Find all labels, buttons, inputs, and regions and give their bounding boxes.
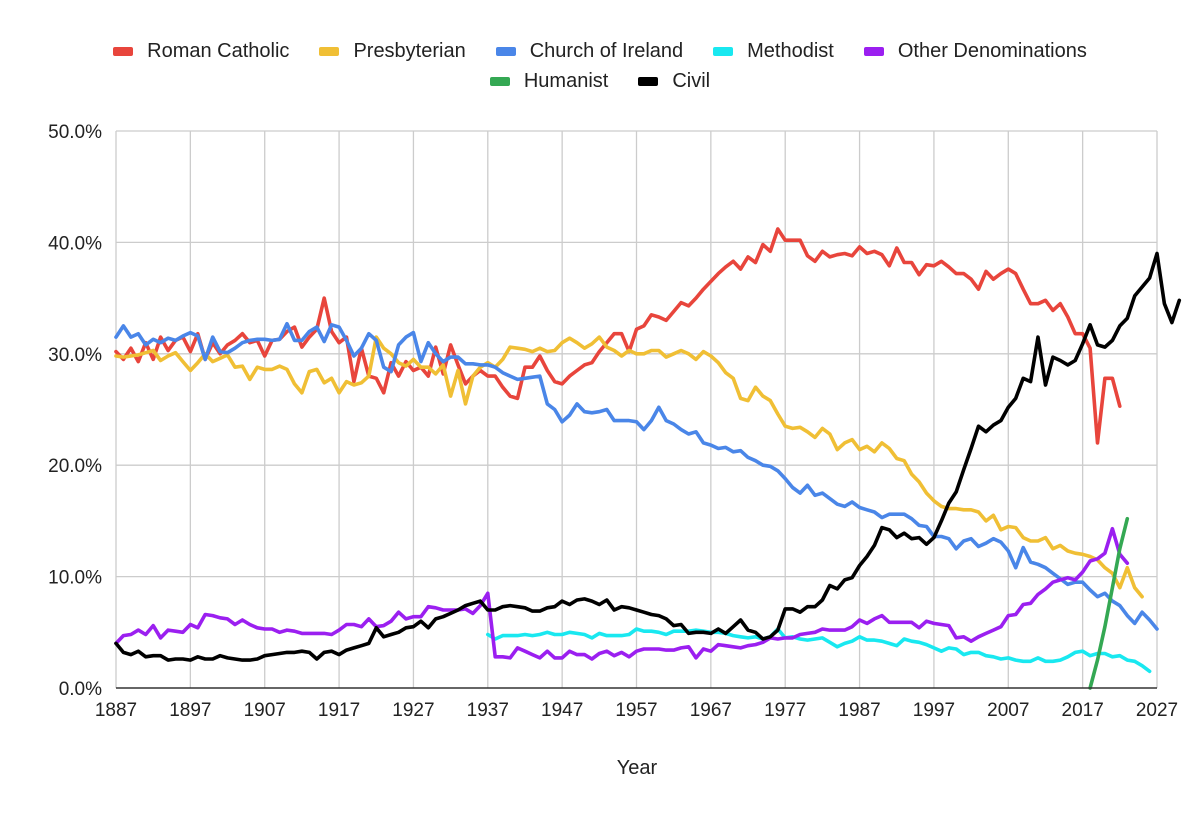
legend-label: Presbyterian	[353, 39, 466, 62]
y-tick-label: 40.0%	[48, 233, 102, 254]
x-tick-label: 2027	[1136, 700, 1178, 721]
x-tick-label: 1997	[913, 700, 955, 721]
legend-item-humanist[interactable]: Humanist	[489, 69, 609, 93]
series-line-other-denominations	[114, 526, 1130, 661]
legend-swatch-presbyterian	[319, 46, 340, 56]
x-tick-label: 1907	[244, 700, 286, 721]
series-line-methodist	[485, 627, 1152, 674]
y-tick-label: 10.0%	[48, 568, 102, 589]
legend-swatch-other-denominations	[863, 46, 884, 56]
x-tick-label: 1977	[764, 700, 806, 721]
x-tick-label: 2007	[987, 700, 1029, 721]
x-tick-label: 1897	[169, 700, 211, 721]
legend-label: Church of Ireland	[529, 39, 684, 62]
series-line-civil	[114, 251, 1182, 662]
x-tick-label: 1967	[690, 700, 732, 721]
y-tick-label: 0.0%	[59, 679, 102, 700]
legend-row-1: Roman Catholic Presbyterian Church of Ir…	[0, 36, 1200, 66]
x-axis-title: Year	[617, 757, 658, 779]
x-tick-label: 2017	[1062, 700, 1104, 721]
axes: 0.0% 10.0% 20.0% 30.0% 40.0% 50.0% 1887 1897 190…	[48, 122, 1178, 721]
y-tick-label: 50.0%	[48, 122, 102, 143]
legend-item-presbyterian[interactable]: Presbyterian	[319, 39, 466, 63]
legend-item-other-denominations[interactable]: Other Denominations	[863, 39, 1087, 63]
legend-swatch-roman-catholic	[113, 46, 134, 56]
x-tick-label: 1937	[467, 700, 509, 721]
legend-swatch-civil	[638, 76, 659, 86]
legend-item-church-of-ireland[interactable]: Church of Ireland	[495, 39, 684, 63]
x-tick-label: 1957	[615, 700, 657, 721]
legend-label: Civil	[672, 69, 711, 92]
legend-swatch-methodist	[713, 46, 734, 56]
legend-item-civil[interactable]: Civil	[638, 70, 710, 93]
x-tick-label: 1927	[392, 700, 434, 721]
series-line-humanist	[1088, 516, 1130, 690]
legend-item-methodist[interactable]: Methodist	[713, 40, 834, 63]
legend-label: Roman Catholic	[147, 39, 290, 62]
x-tick-label: 1917	[318, 700, 360, 721]
legend-row-2: Humanist Civil	[0, 66, 1200, 96]
legend-label: Other Denominations	[897, 39, 1087, 62]
series-line-church-of-ireland	[114, 321, 1159, 631]
x-tick-label: 1987	[838, 700, 880, 721]
series-line-roman-catholic	[114, 227, 1122, 445]
legend: Roman Catholic Presbyterian Church of Ir…	[0, 36, 1200, 96]
series-lines	[114, 227, 1182, 690]
y-tick-label: 20.0%	[48, 456, 102, 477]
legend-item-roman-catholic[interactable]: Roman Catholic	[113, 40, 289, 63]
series-line-presbyterian	[114, 335, 1144, 599]
legend-swatch-humanist	[489, 76, 510, 86]
legend-label: Humanist	[523, 69, 609, 92]
x-tick-label: 1947	[541, 700, 583, 721]
gridlines	[115, 130, 1158, 688]
legend-label: Methodist	[747, 39, 834, 62]
legend-swatch-church-of-ireland	[495, 46, 516, 56]
y-tick-label: 30.0%	[48, 345, 102, 366]
x-tick-label: 1887	[95, 700, 137, 721]
